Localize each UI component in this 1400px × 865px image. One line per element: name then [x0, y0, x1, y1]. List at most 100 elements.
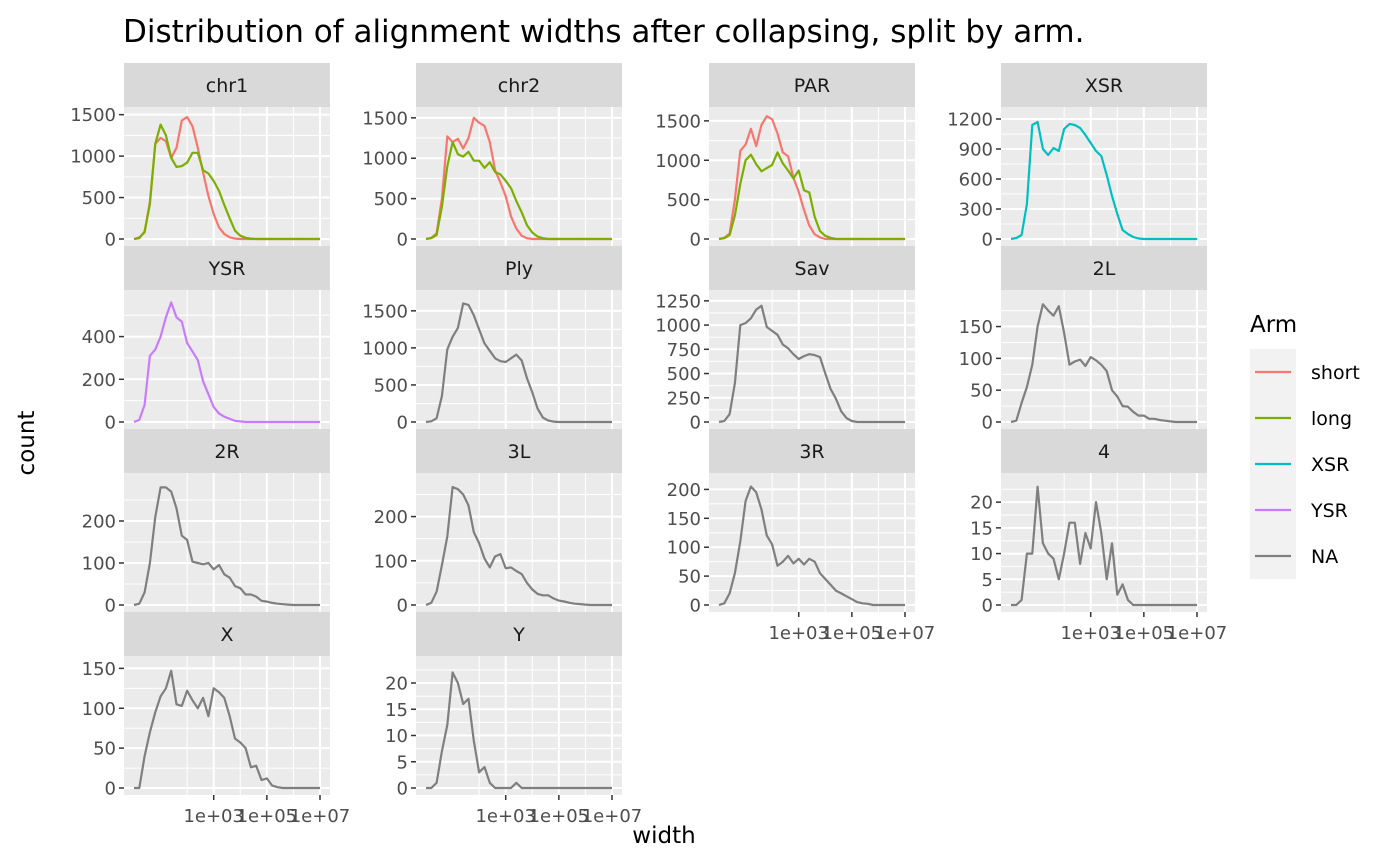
y-tick-label: 50 [970, 381, 993, 402]
strip-label: chr2 [498, 75, 540, 97]
panel-chr1: chr1 0 500 1000 1500 [70, 63, 330, 251]
y-tick-label: 0 [397, 230, 408, 251]
x-tick-label: 1e+03 [183, 806, 244, 827]
facet-panels: chr1050010001500chr2050010001500PAR05001… [70, 63, 1227, 827]
x-tick-label: 1e+03 [475, 806, 536, 827]
series-line-NA [425, 302, 612, 424]
y-tick-label: 0 [397, 779, 408, 800]
strip-label: Sav [795, 258, 830, 280]
panel-bg [1001, 473, 1207, 612]
panel-PAR: PAR 0 500 1000 1500 [655, 63, 915, 251]
strip-label: 3L [508, 441, 531, 463]
y-axis-title: count [14, 411, 40, 476]
legend-title: Arm [1250, 312, 1297, 338]
panel-Ply: Ply 0 500 1000 1500 [362, 246, 622, 434]
y-tick-label: 0 [105, 413, 116, 434]
strip-label: 2L [1093, 258, 1116, 280]
series-line-NA [1011, 485, 1197, 607]
y-tick-label: 0 [982, 596, 993, 617]
legend-label-XSR: XSR [1311, 454, 1349, 476]
panel-bg [124, 290, 330, 429]
series-line-long [425, 141, 612, 241]
panel-2R: 2R 0 100 200 [82, 429, 330, 617]
y-tick-label: 150 [82, 659, 116, 680]
panel-bg [1001, 107, 1207, 246]
series-line-NA [426, 671, 612, 790]
strip-bg [1001, 63, 1207, 107]
strip-label: YSR [208, 258, 246, 280]
series-line-YSR [133, 301, 320, 424]
y-tick-label: 15 [385, 700, 408, 721]
y-tick-label: 0 [690, 596, 701, 617]
y-tick-label: 1000 [362, 338, 408, 359]
y-tick-label: 0 [397, 596, 408, 617]
strip-bg [1001, 429, 1207, 473]
y-tick-label: 500 [82, 188, 116, 209]
y-tick-label: 100 [82, 699, 116, 720]
y-tick-label: 750 [667, 340, 701, 361]
y-tick-label: 200 [667, 480, 701, 501]
strip-bg [416, 246, 622, 290]
y-tick-label: 100 [82, 554, 116, 575]
y-tick-label: 0 [982, 413, 993, 434]
strip-bg [709, 429, 915, 473]
series-line-NA [1010, 303, 1197, 424]
panel-bg [416, 290, 622, 429]
y-tick-label: 20 [385, 674, 408, 695]
panel-bg [416, 107, 622, 246]
panel-bg [416, 473, 622, 612]
panel-bg [709, 473, 915, 612]
y-tick-label: 0 [397, 413, 408, 434]
legend-label-NA: NA [1311, 546, 1338, 568]
strip-bg [124, 429, 330, 473]
x-tick-label: 1e+05 [529, 806, 590, 827]
panel-bg [709, 290, 915, 429]
panel-2L: 2L 0 50 100 150 [959, 246, 1207, 434]
series-line-long [718, 151, 905, 241]
strip-bg [709, 63, 915, 107]
panel-chr2: chr2 0 500 1000 1500 [362, 63, 622, 251]
strip-bg [124, 63, 330, 107]
y-tick-label: 1000 [655, 151, 701, 172]
strip-label: Y [512, 624, 525, 646]
y-tick-label: 250 [667, 388, 701, 409]
y-tick-label: 1500 [655, 111, 701, 132]
y-tick-label: 200 [82, 512, 116, 533]
y-tick-label: 200 [374, 507, 408, 528]
y-tick-label: 300 [959, 200, 993, 221]
y-tick-label: 500 [374, 189, 408, 210]
y-tick-label: 15 [970, 518, 993, 539]
y-tick-label: 1200 [947, 110, 993, 131]
y-tick-label: 50 [93, 739, 116, 760]
series-line-XSR [1010, 120, 1197, 241]
y-tick-label: 500 [374, 375, 408, 396]
y-tick-label: 5 [397, 752, 408, 773]
strip-bg [1001, 246, 1207, 290]
strip-label: 4 [1098, 441, 1110, 463]
strip-label: 2R [214, 441, 239, 463]
y-tick-label: 200 [82, 370, 116, 391]
y-tick-label: 50 [678, 567, 701, 588]
y-tick-label: 600 [959, 170, 993, 191]
legend-label-long: long [1311, 408, 1352, 430]
panel-Sav: Sav 0 250 500 750 1000 1250 [655, 246, 915, 434]
x-tick-label: 1e+03 [768, 623, 829, 644]
y-tick-label: 10 [385, 726, 408, 747]
panel-XSR: XSR 0 300 600 900 1200 [947, 63, 1207, 251]
y-tick-label: 1000 [70, 147, 116, 168]
y-tick-label: 100 [374, 551, 408, 572]
y-tick-label: 900 [959, 140, 993, 161]
x-tick-label: 1e+07 [875, 623, 936, 644]
y-tick-label: 0 [690, 230, 701, 251]
strip-label: X [220, 624, 233, 646]
legend-label-short: short [1311, 362, 1360, 384]
strip-bg [416, 612, 622, 656]
y-tick-label: 1250 [655, 291, 701, 312]
strip-label: PAR [794, 75, 830, 97]
panel-bg [416, 656, 622, 795]
series-line-NA [718, 304, 905, 424]
y-tick-label: 0 [690, 413, 701, 434]
panel-bg [709, 107, 915, 246]
